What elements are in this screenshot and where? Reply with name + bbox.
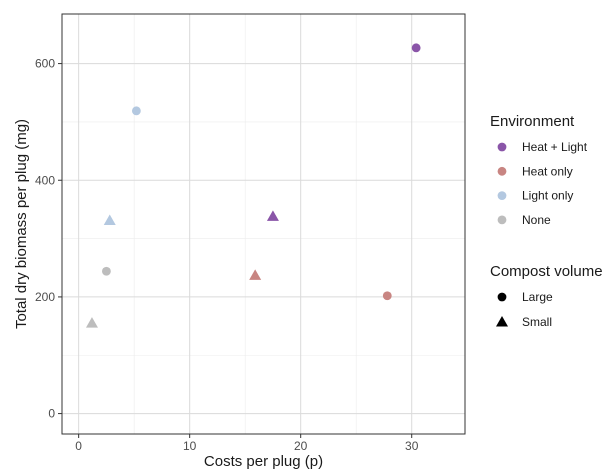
y-axis-title: Total dry biomass per plug (mg) bbox=[13, 119, 30, 329]
data-point bbox=[382, 291, 392, 301]
data-point bbox=[411, 43, 421, 53]
data-point bbox=[131, 106, 141, 116]
legend-title-compost-volume: Compost volume bbox=[490, 263, 603, 280]
legend-key-none bbox=[497, 215, 507, 225]
legend-label: None bbox=[522, 213, 551, 227]
x-tick-label: 20 bbox=[294, 439, 308, 453]
legend-title-environment: Environment bbox=[490, 113, 575, 130]
legend-key-heat-only bbox=[497, 166, 507, 176]
data-point bbox=[103, 214, 116, 225]
x-tick-label: 30 bbox=[405, 439, 419, 453]
data-point bbox=[102, 266, 111, 276]
data-point bbox=[266, 210, 279, 221]
legend-key-heat-light bbox=[497, 142, 507, 152]
legend: Environment Heat + Light Heat only Light on… bbox=[490, 113, 603, 329]
grid-lines bbox=[62, 14, 465, 434]
legend-label: Light only bbox=[522, 189, 573, 203]
legend-label: Heat only bbox=[522, 164, 573, 178]
legend-key-small bbox=[496, 316, 508, 327]
legend-label: Heat + Light bbox=[522, 140, 588, 154]
legend-label: Large bbox=[522, 290, 553, 304]
data-point bbox=[249, 269, 262, 280]
y-tick-label: 200 bbox=[35, 290, 55, 304]
y-tick-label: 0 bbox=[48, 407, 55, 421]
x-axis-title: Costs per plug (p) bbox=[204, 453, 323, 470]
y-tick-label: 400 bbox=[35, 173, 55, 187]
legend-key-light-only bbox=[497, 191, 507, 201]
legend-label: Small bbox=[522, 315, 552, 329]
plot-panel bbox=[61, 13, 466, 435]
axis-ticks: 0 10 20 30 0 200 400 600 bbox=[35, 57, 419, 453]
x-tick-label: 0 bbox=[75, 439, 82, 453]
y-tick-label: 600 bbox=[35, 57, 55, 71]
data-points bbox=[85, 43, 421, 328]
x-tick-label: 10 bbox=[183, 439, 197, 453]
panel-background bbox=[62, 14, 465, 434]
legend-key-large bbox=[497, 292, 507, 302]
data-point bbox=[85, 317, 98, 328]
